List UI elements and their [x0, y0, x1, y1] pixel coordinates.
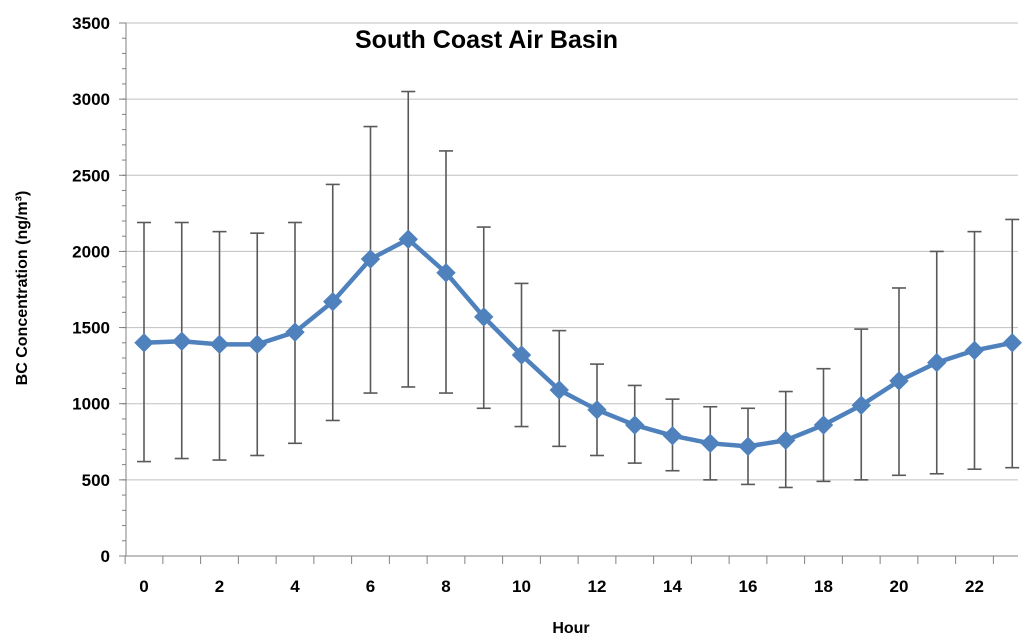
data-point-marker — [511, 345, 532, 365]
x-tick-label: 18 — [814, 577, 833, 596]
x-tick-label: 2 — [215, 577, 224, 596]
data-point-marker — [209, 334, 230, 355]
y-tick-label: 2500 — [72, 166, 110, 185]
data-point-marker — [134, 333, 154, 353]
data-point-marker — [851, 395, 871, 415]
data-point-marker — [247, 334, 267, 355]
y-tick-label: 3000 — [72, 90, 110, 109]
data-point-marker — [964, 340, 985, 361]
x-tick-label: 14 — [663, 577, 682, 596]
data-point-marker — [474, 307, 494, 327]
y-tick-label: 1000 — [72, 395, 110, 414]
error-bars — [137, 90, 1020, 489]
series-line — [143, 236, 1013, 449]
x-tick-labels: 0 2 4 6 8 10 12 14 16 18 20 22 — [139, 577, 984, 596]
data-point-marker — [889, 371, 909, 391]
x-tick-label: 4 — [290, 577, 300, 596]
x-tick-label: 6 — [366, 577, 375, 596]
data-point-marker — [625, 415, 645, 435]
data-point-marker — [323, 291, 343, 312]
data-point-marker — [172, 331, 192, 351]
y-tick-label: 500 — [82, 471, 110, 490]
x-axis-title: Hour — [552, 620, 589, 637]
x-tick-label: 16 — [739, 577, 758, 596]
x-tick-label: 8 — [441, 577, 450, 596]
data-point-marker — [1002, 333, 1022, 353]
data-point-marker — [813, 415, 834, 435]
data-series — [134, 229, 1022, 457]
y-tick-label: 1500 — [72, 319, 110, 338]
data-point-marker — [662, 425, 683, 446]
x-tick-label: 10 — [512, 577, 531, 596]
x-tick-label: 0 — [139, 577, 148, 596]
data-point-marker — [549, 380, 569, 400]
x-tick-label: 12 — [588, 577, 607, 596]
data-point-marker — [436, 263, 456, 283]
data-point-marker — [700, 433, 720, 454]
data-point-marker — [776, 430, 796, 450]
data-point-marker — [587, 400, 607, 420]
x-tick-label: 22 — [965, 577, 984, 596]
data-point-marker — [738, 436, 758, 457]
axes — [119, 22, 1018, 564]
y-tick-labels: 0 500 1000 1500 2000 2500 3000 3500 — [72, 14, 110, 566]
y-tick-label: 2000 — [72, 242, 110, 261]
x-tick-label: 20 — [890, 577, 909, 596]
data-point-marker — [398, 229, 418, 249]
data-point-marker — [927, 352, 947, 373]
gridlines — [126, 22, 1018, 481]
chart-title: South Coast Air Basin — [355, 26, 618, 54]
y-axis-title: BC Concentration (ng/m³) — [14, 191, 31, 386]
data-point-marker — [285, 322, 305, 342]
data-point-marker — [360, 249, 381, 269]
y-tick-label: 3500 — [72, 14, 110, 33]
y-tick-label: 0 — [101, 547, 110, 566]
